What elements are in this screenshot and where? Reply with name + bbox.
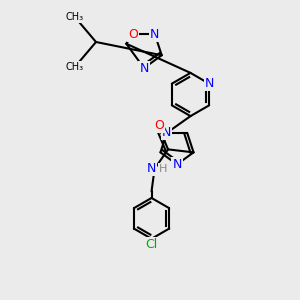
Text: N: N xyxy=(150,28,160,41)
Text: Cl: Cl xyxy=(146,238,158,251)
Text: N: N xyxy=(162,126,172,140)
Text: O: O xyxy=(128,28,138,41)
Text: N: N xyxy=(139,61,149,75)
Text: N: N xyxy=(146,162,156,176)
Text: N: N xyxy=(205,77,214,90)
Text: O: O xyxy=(154,119,164,133)
Text: CH₃: CH₃ xyxy=(66,61,84,72)
Text: N: N xyxy=(172,158,182,171)
Text: H: H xyxy=(159,164,167,174)
Text: CH₃: CH₃ xyxy=(66,12,84,22)
